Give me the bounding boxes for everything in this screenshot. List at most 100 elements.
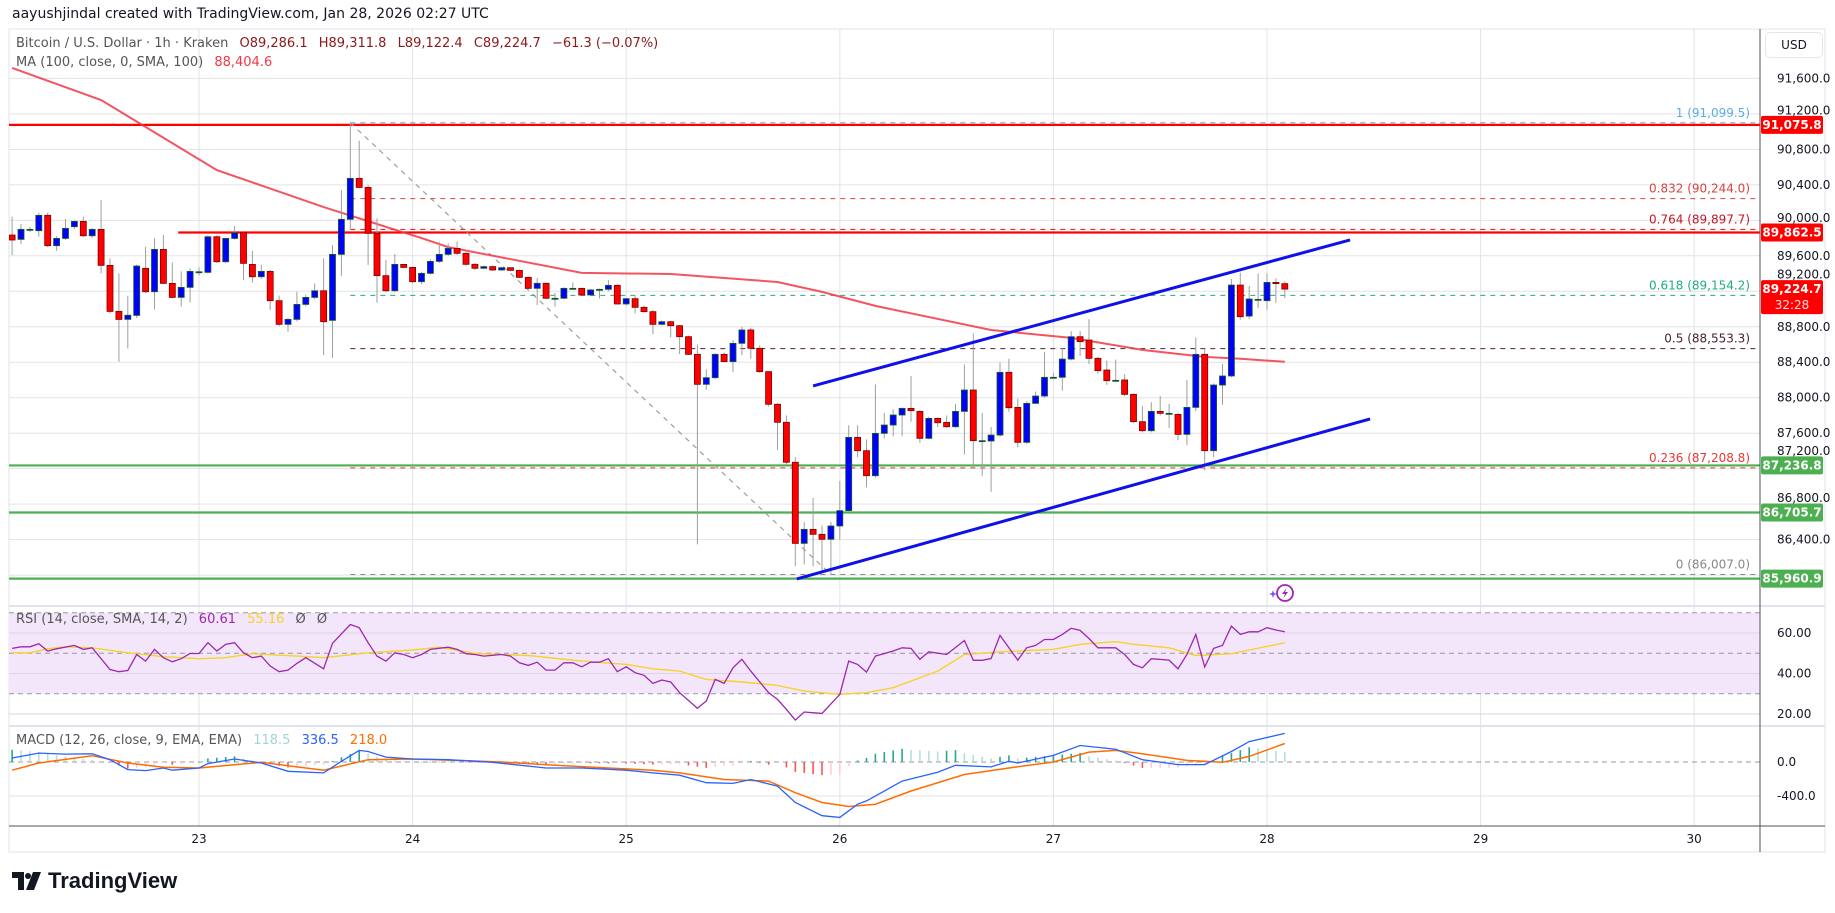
candle[interactable] — [320, 258, 328, 356]
candle[interactable] — [1236, 272, 1244, 320]
candle[interactable] — [649, 309, 657, 335]
candle[interactable] — [1245, 285, 1253, 319]
candle[interactable] — [471, 262, 479, 270]
candle[interactable] — [978, 412, 986, 476]
candle[interactable] — [952, 403, 959, 428]
candle[interactable] — [1165, 403, 1173, 428]
candle[interactable] — [756, 345, 764, 373]
candle[interactable] — [1263, 273, 1271, 310]
candle[interactable] — [818, 525, 826, 571]
candle[interactable] — [88, 228, 96, 239]
candle[interactable] — [79, 216, 87, 238]
candle[interactable] — [9, 216, 16, 256]
candle[interactable] — [329, 245, 336, 358]
channel-upper-line[interactable] — [812, 238, 1351, 388]
symbol-legend[interactable]: Bitcoin / U.S. Dollar · 1h · Kraken O89,… — [16, 36, 665, 51]
candle[interactable] — [444, 243, 452, 256]
candle[interactable] — [257, 264, 265, 279]
candle[interactable] — [435, 241, 443, 263]
candle[interactable] — [168, 262, 176, 299]
candle[interactable] — [498, 266, 506, 271]
candle[interactable] — [177, 271, 185, 307]
candle[interactable] — [418, 271, 425, 285]
candle[interactable] — [872, 384, 879, 478]
candle[interactable] — [97, 200, 105, 274]
candle[interactable] — [35, 212, 43, 237]
candle[interactable] — [1103, 360, 1111, 385]
candle[interactable] — [124, 295, 132, 349]
candle[interactable] — [213, 235, 221, 263]
candle[interactable] — [1174, 412, 1182, 441]
candle[interactable] — [791, 457, 799, 567]
macd-legend[interactable]: MACD (12, 26, close, 9, EMA, EMA) 118.5 … — [16, 733, 394, 748]
candle[interactable] — [186, 268, 194, 303]
candle[interactable] — [578, 287, 586, 296]
candle[interactable] — [1032, 391, 1039, 404]
candle[interactable] — [391, 254, 399, 293]
candle[interactable] — [1094, 356, 1102, 374]
candle[interactable] — [115, 273, 123, 362]
candle[interactable] — [71, 220, 78, 230]
candle[interactable] — [364, 184, 372, 266]
candle[interactable] — [204, 235, 212, 274]
candle[interactable] — [605, 280, 612, 292]
candle[interactable] — [800, 521, 808, 565]
rsi-line[interactable] — [11, 623, 1285, 722]
candle[interactable] — [382, 260, 390, 293]
candle[interactable] — [373, 218, 381, 303]
candle[interactable] — [1219, 364, 1226, 405]
candle[interactable] — [293, 291, 301, 322]
candle[interactable] — [711, 353, 719, 380]
candle[interactable] — [400, 263, 408, 269]
candle[interactable] — [337, 190, 345, 277]
candle[interactable] — [462, 252, 470, 266]
macd-signal-line[interactable] — [11, 742, 1286, 808]
candle[interactable] — [346, 122, 354, 231]
candle[interactable] — [426, 259, 434, 275]
candle[interactable] — [302, 294, 310, 307]
candle[interactable] — [934, 417, 942, 427]
candle[interactable] — [1067, 331, 1075, 361]
price-axis[interactable]: 91,600.0 91,200.0 90,800.0 90,400.0 90,000.0… — [1761, 71, 1830, 803]
candle[interactable] — [1147, 402, 1155, 433]
time-axis[interactable]: 23 24 25 26 27 28 29 30 — [191, 832, 1701, 846]
candle[interactable] — [151, 238, 158, 310]
candle[interactable] — [542, 282, 550, 300]
price-pane[interactable]: 1 (91,099.5) 0.832 (90,244.0) 0.764 (89,89… — [9, 66, 1760, 581]
candle[interactable] — [551, 293, 559, 307]
candle[interactable] — [667, 320, 675, 338]
candle[interactable] — [240, 231, 247, 281]
candle[interactable] — [1085, 319, 1093, 365]
candle[interactable] — [694, 344, 701, 545]
candle[interactable] — [480, 265, 488, 270]
ma-legend[interactable]: MA (100, close, 0, SMA, 100) 88,404.6 — [16, 55, 279, 70]
candle[interactable] — [1139, 406, 1146, 433]
candle[interactable] — [622, 297, 630, 306]
candle[interactable] — [159, 235, 167, 285]
candle[interactable] — [1076, 331, 1084, 357]
candle[interactable] — [587, 289, 594, 296]
candle[interactable] — [53, 236, 60, 251]
candle[interactable] — [747, 327, 755, 359]
candle[interactable] — [248, 251, 256, 283]
candle[interactable] — [907, 375, 915, 422]
candle[interactable] — [685, 335, 692, 356]
candle[interactable] — [1005, 358, 1013, 412]
candle[interactable] — [676, 324, 683, 354]
candle[interactable] — [409, 266, 417, 284]
candle[interactable] — [863, 439, 870, 488]
candle[interactable] — [996, 362, 1004, 437]
lightning-alert-icon[interactable] — [1269, 584, 1294, 602]
candle[interactable] — [1201, 348, 1209, 471]
candle[interactable] — [774, 403, 781, 451]
candle[interactable] — [987, 426, 995, 492]
candle[interactable] — [765, 371, 772, 407]
candle[interactable] — [516, 269, 523, 278]
candle[interactable] — [524, 276, 532, 290]
candle[interactable] — [880, 412, 888, 439]
candle[interactable] — [106, 258, 114, 314]
candle[interactable] — [44, 212, 52, 247]
candle[interactable] — [827, 521, 835, 575]
candle[interactable] — [507, 267, 514, 272]
